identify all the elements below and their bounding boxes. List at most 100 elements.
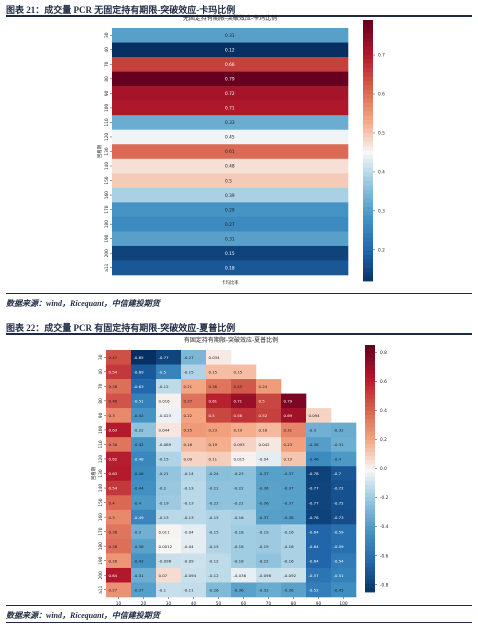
heatmap-cell bbox=[306, 437, 332, 453]
colorbar-segment bbox=[365, 373, 375, 379]
heatmap-cell bbox=[331, 524, 357, 540]
colorbar-segment bbox=[365, 447, 375, 453]
heatmap-cell bbox=[131, 538, 157, 554]
heatmap-cell bbox=[331, 567, 357, 583]
heatmap-cell bbox=[181, 567, 207, 583]
colorbar-segment bbox=[365, 394, 375, 399]
cell-label: -0.12 bbox=[209, 573, 220, 578]
cell-label: 0.38 bbox=[109, 544, 118, 549]
cell-label: -0.26 bbox=[209, 587, 220, 592]
heatmap-cell bbox=[256, 451, 282, 467]
heatmap-cell bbox=[206, 567, 232, 583]
cell-label: 0.62 bbox=[109, 457, 118, 462]
colorbar-segment bbox=[363, 98, 373, 104]
heatmap-cell bbox=[112, 115, 349, 131]
heatmap-cell bbox=[231, 408, 257, 423]
cell-label: -0.09 bbox=[184, 558, 195, 563]
cell-label: 0.15 bbox=[225, 251, 235, 257]
colorbar-segment bbox=[365, 464, 375, 469]
colorbar-segment bbox=[365, 546, 375, 552]
cell-label: -0.14 bbox=[184, 471, 195, 476]
heatmap-cell bbox=[106, 364, 132, 380]
heatmap-cell bbox=[256, 422, 282, 438]
heatmap-cell bbox=[131, 408, 157, 423]
colorbar-segment bbox=[363, 254, 373, 260]
y-tick-label: 170 bbox=[104, 205, 110, 213]
heatmap-cell bbox=[231, 393, 257, 409]
heatmap-cell bbox=[306, 509, 332, 525]
cell-label: 0.29 bbox=[225, 207, 235, 213]
cell-label: -0.45 bbox=[334, 587, 345, 592]
heatmap-cell bbox=[131, 451, 157, 467]
colorbar-segment bbox=[363, 54, 373, 60]
y-tick-label: 100 bbox=[104, 104, 110, 112]
x-tick-label: 10 bbox=[116, 601, 122, 607]
colorbar-segment bbox=[365, 534, 375, 539]
colorbar-segment bbox=[363, 163, 373, 169]
y-axis-label: 回看期 bbox=[90, 467, 97, 480]
heatmap-cell bbox=[331, 553, 357, 569]
cell-label: -0.036 bbox=[234, 573, 247, 578]
heatmap-cell bbox=[106, 422, 132, 438]
heatmap-cell bbox=[256, 466, 282, 482]
y-tick-label: 30 bbox=[104, 32, 110, 38]
cell-label: -0.22 bbox=[234, 486, 245, 491]
heatmap-cell bbox=[256, 524, 282, 540]
heatmap-cell bbox=[206, 495, 232, 511]
cell-label: 0.042 bbox=[259, 442, 271, 447]
colorbar-segment bbox=[363, 46, 373, 51]
colorbar-segment bbox=[363, 128, 373, 134]
cell-label: 0.015 bbox=[234, 457, 246, 462]
heatmap-cell bbox=[106, 451, 132, 467]
heatmap-cell bbox=[156, 466, 182, 482]
heatmap-cell bbox=[181, 422, 207, 438]
cell-label: -0.49 bbox=[134, 515, 145, 520]
figure2-bottom-divider bbox=[6, 605, 472, 606]
heatmap-cell bbox=[281, 553, 307, 569]
heatmap-cell bbox=[331, 422, 357, 438]
y-tick-label: 110 bbox=[98, 440, 104, 448]
colorbar-tick-label: 0.7 bbox=[378, 53, 385, 59]
colorbar-segment bbox=[365, 402, 375, 408]
heatmap-cell bbox=[231, 524, 257, 540]
colorbar-tick-label: -0.6 bbox=[380, 553, 389, 559]
colorbar-tick-label: 0.8 bbox=[380, 350, 387, 356]
heatmap-cell bbox=[331, 495, 357, 511]
colorbar-segment bbox=[363, 250, 373, 256]
y-tick-label: 180 bbox=[104, 220, 110, 228]
colorbar-segment bbox=[363, 185, 373, 191]
cell-label: -0.73 bbox=[334, 515, 345, 520]
heatmap-chart-1: 无固定持有期限-突破效应-卡玛比例 0.31 0.12 0.66 0.79 0.72 0.7… bbox=[96, 14, 385, 286]
cell-label: -0.72 bbox=[334, 500, 345, 505]
cell-label: -0.15 bbox=[184, 369, 195, 374]
colorbar-segment bbox=[365, 559, 375, 564]
colorbar-segment bbox=[365, 456, 375, 461]
cell-label: 0.38 bbox=[109, 384, 118, 389]
cell-label: -0.78 bbox=[309, 515, 320, 520]
colorbar-segment bbox=[365, 377, 375, 383]
cell-label: -0.089 bbox=[159, 442, 172, 447]
colorbar-segment bbox=[363, 159, 373, 164]
heatmap-cell bbox=[106, 466, 132, 482]
colorbar-segment bbox=[363, 172, 373, 177]
heatmap-cell bbox=[206, 350, 232, 365]
heatmap-cell bbox=[106, 408, 132, 423]
cell-label: 0.31 bbox=[284, 428, 293, 433]
heatmap-cell bbox=[206, 379, 232, 394]
colorbar-segment bbox=[363, 224, 373, 230]
heatmap-cell bbox=[112, 202, 349, 218]
colorbar-segment bbox=[363, 198, 373, 204]
colorbar-segment bbox=[363, 233, 373, 238]
cell-label: -0.7 bbox=[334, 471, 342, 476]
figure2-title: 图表 22：成交量 PCR 有固定持有期限-突破效应-夏普比例 bbox=[6, 323, 236, 333]
cell-label: -0.31 bbox=[134, 573, 145, 578]
cell-label: -0.37 bbox=[259, 471, 270, 476]
cell-label: -0.57 bbox=[309, 573, 320, 578]
figure1-title: 图表 21：成交量 PCR 无固定持有期限-突破效应-卡玛比例 bbox=[6, 5, 236, 15]
y-tick-label: 120 bbox=[98, 455, 104, 463]
colorbar-segment bbox=[365, 349, 375, 354]
colorbar-segment bbox=[363, 202, 373, 208]
cell-label: 0.79 bbox=[284, 399, 293, 404]
heatmap-cell bbox=[156, 524, 182, 540]
heatmap-cell bbox=[112, 28, 349, 43]
